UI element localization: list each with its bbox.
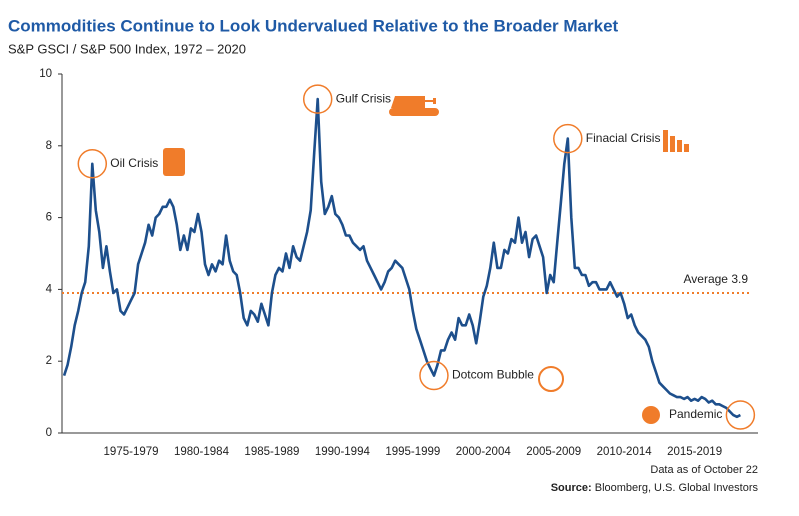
source: Source: Bloomberg, U.S. Global Investors (551, 482, 759, 494)
tank-icon (389, 96, 439, 116)
y-tick-label: 4 (46, 283, 53, 295)
x-tick-label: 2000-2004 (456, 446, 512, 458)
globe-icon (538, 366, 564, 392)
x-tick-label: 2015-2019 (667, 446, 722, 458)
annotation-circle (725, 400, 756, 430)
annotation-label: Oil Crisis (110, 156, 158, 170)
virus-icon (642, 406, 660, 424)
x-tick-label: 1980-1984 (174, 446, 230, 458)
x-tick-label: 1985-1989 (244, 446, 299, 458)
x-tick-label: 2005-2009 (526, 446, 581, 458)
annotation-label: Dotcom Bubble (452, 368, 534, 382)
plot-area: 0 2 4 6 8 10 1975-1979 1980-1984 1985-1989 1990-1… (39, 68, 756, 458)
icons (163, 96, 689, 424)
annotation-label: Pandemic (669, 407, 722, 421)
annotation-label: Gulf Crisis (336, 91, 391, 105)
source-label: Source: (551, 482, 592, 494)
series-line (62, 97, 741, 419)
average-label: Average 3.9 (684, 272, 749, 286)
y-tick-label: 8 (46, 140, 52, 152)
annotation-circle (553, 123, 583, 154)
y-tick-label: 6 (46, 212, 52, 224)
annotation-circle (77, 149, 108, 179)
x-tick-label: 1990-1994 (315, 446, 371, 458)
y-tick-label: 10 (39, 68, 52, 80)
x-tick-label: 1995-1999 (385, 446, 440, 458)
annotation-circle (302, 84, 333, 114)
chart-icon (663, 130, 689, 152)
y-tick-label: 2 (46, 355, 52, 367)
annotation-circle (419, 360, 449, 391)
chart-title: Commodities Continue to Look Undervalued… (8, 16, 619, 35)
annotation-label: Finacial Crisis (586, 131, 661, 145)
source-text: Bloomberg, U.S. Global Investors (595, 482, 759, 494)
x-tick-label: 1975-1979 (104, 446, 159, 458)
oil-icon (163, 148, 185, 176)
data-note: Data as of October 22 (650, 464, 758, 476)
y-tick-label: 0 (46, 427, 52, 439)
chart-subtitle: S&P GSCI / S&P 500 Index, 1972 – 2020 (8, 41, 246, 56)
x-tick-label: 2010-2014 (597, 446, 653, 458)
